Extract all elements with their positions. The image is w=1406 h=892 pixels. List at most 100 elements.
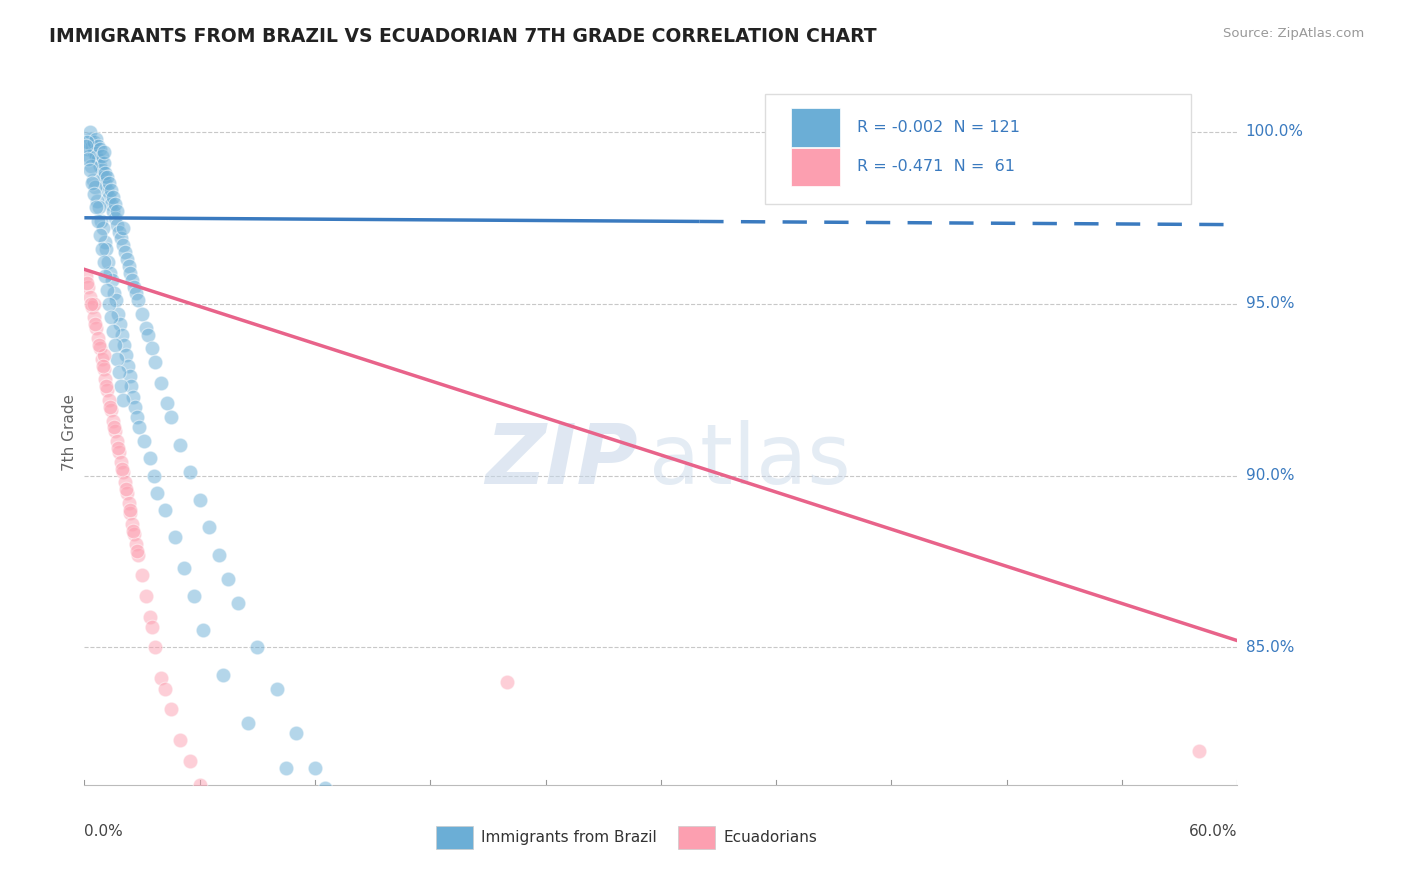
Point xyxy=(226,596,249,610)
Point xyxy=(110,455,132,469)
Point xyxy=(160,410,183,425)
Point xyxy=(150,672,173,686)
Point xyxy=(103,324,124,338)
Point xyxy=(117,496,139,510)
Y-axis label: 7th Grade: 7th Grade xyxy=(62,394,77,471)
Point xyxy=(96,169,118,184)
Point xyxy=(89,342,111,356)
Point xyxy=(80,138,103,153)
Point xyxy=(120,507,142,521)
Point xyxy=(141,620,163,634)
Point xyxy=(118,503,141,517)
Point xyxy=(114,475,136,490)
Point xyxy=(111,238,134,252)
Point xyxy=(266,681,288,696)
Point xyxy=(135,320,157,334)
Point xyxy=(110,379,132,393)
Point xyxy=(114,348,136,362)
Point xyxy=(75,269,97,284)
Point xyxy=(105,293,128,308)
Point xyxy=(226,860,249,874)
Point xyxy=(104,338,127,352)
Point xyxy=(87,138,110,153)
Point xyxy=(153,681,176,696)
Point xyxy=(96,383,118,397)
Point xyxy=(246,640,269,655)
Point xyxy=(79,162,101,177)
Point xyxy=(98,392,121,407)
Point xyxy=(115,485,138,500)
Text: Ecuadorians: Ecuadorians xyxy=(723,830,817,846)
Point xyxy=(169,437,191,451)
Point xyxy=(179,754,201,768)
Point xyxy=(145,640,167,655)
Point xyxy=(208,819,231,833)
Point xyxy=(93,155,115,169)
Point xyxy=(236,716,259,731)
Point xyxy=(104,424,127,438)
Point xyxy=(86,194,108,208)
Point xyxy=(84,320,107,334)
Point xyxy=(193,624,215,638)
Point xyxy=(117,259,139,273)
Point xyxy=(127,544,149,558)
Point xyxy=(98,266,121,280)
Point xyxy=(77,279,100,293)
Point xyxy=(138,609,160,624)
Point xyxy=(122,390,145,404)
Point xyxy=(76,135,98,149)
Point xyxy=(105,434,128,449)
Point xyxy=(111,465,134,479)
Point xyxy=(142,468,165,483)
Point xyxy=(87,214,110,228)
Point xyxy=(160,702,183,716)
Point xyxy=(93,255,115,269)
Point xyxy=(98,296,121,310)
Point xyxy=(136,327,159,342)
Point xyxy=(173,561,195,575)
Point xyxy=(82,173,104,187)
Point xyxy=(93,348,115,362)
Point xyxy=(83,310,105,325)
Point xyxy=(111,327,134,342)
Point xyxy=(90,214,112,228)
Point xyxy=(96,242,118,256)
Point xyxy=(84,179,107,194)
Point xyxy=(127,410,149,425)
Point xyxy=(208,548,231,562)
Point xyxy=(156,396,179,410)
Point xyxy=(91,221,114,235)
Point xyxy=(87,201,110,215)
Text: 85.0%: 85.0% xyxy=(1246,640,1294,655)
Point xyxy=(1188,743,1211,757)
Point xyxy=(128,420,150,434)
Point xyxy=(91,359,114,373)
Point xyxy=(87,338,110,352)
Point xyxy=(101,273,124,287)
Point xyxy=(211,668,233,682)
Text: Immigrants from Brazil: Immigrants from Brazil xyxy=(481,830,657,846)
Point xyxy=(107,307,129,321)
Point xyxy=(121,516,143,531)
Point xyxy=(84,132,107,146)
Text: 95.0%: 95.0% xyxy=(1246,296,1294,311)
Point xyxy=(79,132,101,146)
Point xyxy=(179,465,201,479)
Point xyxy=(79,125,101,139)
Point xyxy=(94,269,117,284)
Point xyxy=(131,307,153,321)
Point xyxy=(83,186,105,201)
Point xyxy=(84,149,107,163)
Point xyxy=(111,392,134,407)
Point xyxy=(75,138,97,153)
Point xyxy=(80,177,103,191)
Point xyxy=(94,372,117,386)
Point xyxy=(127,293,149,308)
Point xyxy=(138,451,160,466)
Point xyxy=(93,362,115,376)
Point xyxy=(98,177,121,191)
Point xyxy=(103,203,124,218)
Point xyxy=(122,524,145,538)
Point xyxy=(89,159,111,173)
Point xyxy=(146,485,169,500)
